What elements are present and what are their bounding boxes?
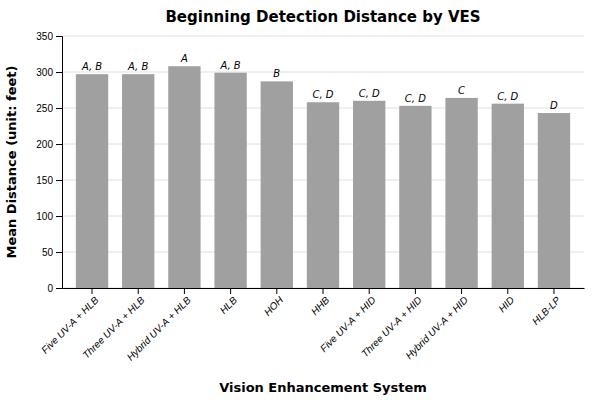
tick-mark — [553, 288, 554, 294]
tick-mark — [415, 288, 416, 294]
tick-mark — [56, 108, 62, 109]
annotation: A, B — [81, 61, 102, 72]
tick: 50 — [42, 247, 62, 258]
tick: Hybrid UV-A + HLB — [125, 288, 194, 363]
tick: HLB — [218, 288, 240, 316]
tick: 150 — [36, 175, 62, 186]
annotation: A — [180, 53, 188, 64]
tick: 300 — [36, 67, 62, 78]
tick-label: 0 — [47, 283, 53, 294]
tick: HID — [496, 288, 516, 314]
bar — [353, 101, 385, 288]
tick-mark — [56, 144, 62, 145]
tick-label: HHB — [309, 294, 332, 317]
tick-mark — [461, 288, 462, 294]
tick-label: HOH — [262, 294, 286, 318]
tick: 250 — [36, 103, 62, 114]
tick: HHB — [309, 288, 332, 317]
annotation: A, B — [127, 61, 148, 72]
tick-mark — [56, 180, 62, 181]
grid — [62, 36, 584, 288]
tick-label: 50 — [42, 247, 54, 258]
tick-mark — [184, 288, 185, 294]
tick-label: 200 — [36, 139, 53, 150]
axis-line — [56, 37, 63, 289]
bar — [399, 106, 431, 288]
tick: 350 — [36, 31, 62, 42]
tick-label: Hybrid UV-A + HLB — [125, 294, 194, 363]
tick: Hybrid UV-A + HID — [403, 288, 470, 361]
tick-label: HLB — [218, 294, 240, 316]
annotation: B — [273, 68, 280, 79]
tick-label: 300 — [36, 67, 53, 78]
bar — [261, 81, 293, 288]
tick: 200 — [36, 139, 62, 150]
tick-mark — [56, 72, 62, 73]
tick-mark — [369, 288, 370, 294]
y-axis-title: Mean Distance (unit: feet) — [4, 66, 19, 259]
bar — [76, 74, 108, 288]
bar — [168, 66, 200, 288]
tick-label: HLB-LP — [530, 294, 563, 327]
annotation: A, B — [219, 60, 240, 71]
annotation: C, D — [312, 89, 333, 100]
tick: HOH — [262, 288, 286, 318]
tick-label: 100 — [36, 211, 53, 222]
bar — [122, 74, 154, 288]
tick-label: 150 — [36, 175, 53, 186]
x-axis: Five UV-A + HLBThree UV-A + HLBHybrid UV… — [39, 288, 584, 363]
tick-label: 250 — [36, 103, 53, 114]
y-axis: 0 50 100 150 200 250 300 350 — [36, 31, 62, 294]
bar — [445, 98, 477, 288]
tick-label: Hybrid UV-A + HID — [403, 294, 470, 361]
tick-mark — [56, 288, 62, 289]
tick-mark — [323, 288, 324, 294]
bar — [538, 113, 570, 288]
tick-mark — [276, 288, 277, 294]
bar — [214, 73, 246, 288]
tick-mark — [138, 288, 139, 294]
tick-mark — [230, 288, 231, 294]
annotations: A, B A, B A A, B B C, D C, D C, D C C, D D — [81, 53, 558, 111]
bar — [492, 104, 524, 288]
annotation: C, D — [359, 88, 380, 99]
annotation: D — [550, 100, 558, 111]
annotation: C — [458, 85, 465, 96]
tick: HLB-LP — [530, 288, 563, 327]
bar — [307, 102, 339, 288]
annotation: C, D — [405, 93, 426, 104]
tick-label: 350 — [36, 31, 53, 42]
tick: 0 — [47, 283, 62, 294]
title: Beginning Detection Distance by VES — [165, 8, 480, 26]
chart: A, B A, B A A, B B C, D C, D C, D C C, D D 0 50 100 15… — [0, 0, 600, 400]
tick-mark — [92, 288, 93, 294]
x-axis-title: Vision Enhancement System — [219, 380, 427, 395]
tick-mark — [507, 288, 508, 294]
annotation: C, D — [497, 91, 518, 102]
tick-label: HID — [496, 294, 516, 314]
plot: A, B A, B A A, B B C, D C, D C, D C C, D D 0 50 100 15… — [36, 31, 584, 363]
bars — [76, 66, 570, 288]
tick-mark — [56, 36, 62, 37]
grid-line — [62, 36, 584, 37]
tick: 100 — [36, 211, 62, 222]
tick-mark — [56, 252, 62, 253]
tick-mark — [56, 216, 62, 217]
